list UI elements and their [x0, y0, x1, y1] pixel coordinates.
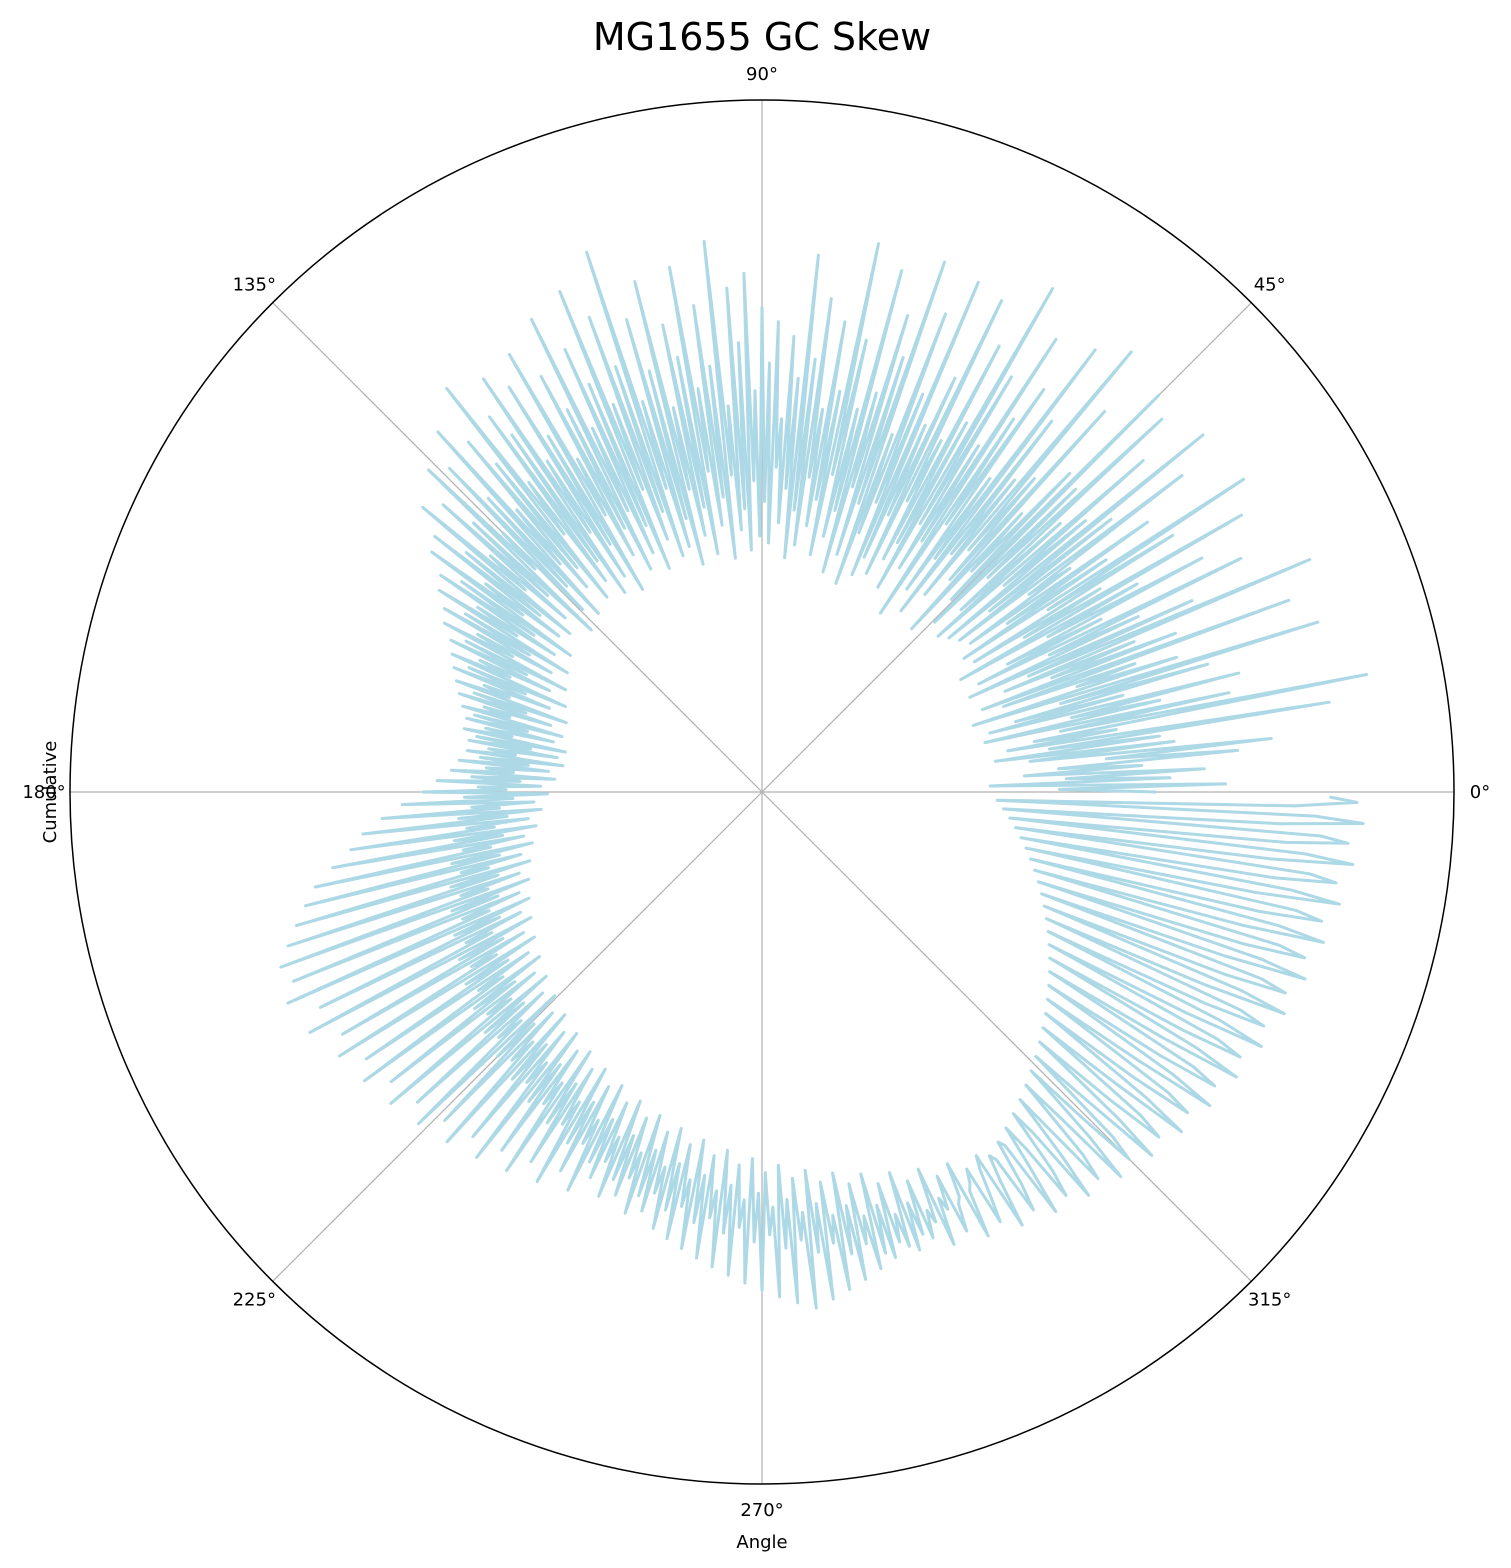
theta-tick-45: 45°	[1254, 274, 1286, 295]
theta-tick-315: 315°	[1248, 1290, 1291, 1311]
polar-frame	[69, 99, 1455, 1485]
x-axis-label: Angle	[736, 1532, 787, 1553]
series-line-0	[279, 239, 1369, 1310]
theta-tick-180: 180°	[22, 782, 65, 803]
gridline-315	[761, 791, 1252, 1282]
theta-tick-225: 225°	[233, 1290, 276, 1311]
y-axis-label: Cumulative	[40, 741, 61, 844]
chart-title: MG1655 GC Skew	[593, 15, 931, 59]
theta-tick-0: 0°	[1470, 782, 1490, 803]
theta-tick-90: 90°	[746, 64, 778, 85]
series-layer	[279, 239, 1369, 1310]
theta-tick-270: 270°	[740, 1500, 783, 1521]
theta-tick-135: 135°	[233, 274, 276, 295]
theta-tick-labels: 0° 45° 90° 135° 180° 225° 270° 315°	[22, 64, 1490, 1521]
